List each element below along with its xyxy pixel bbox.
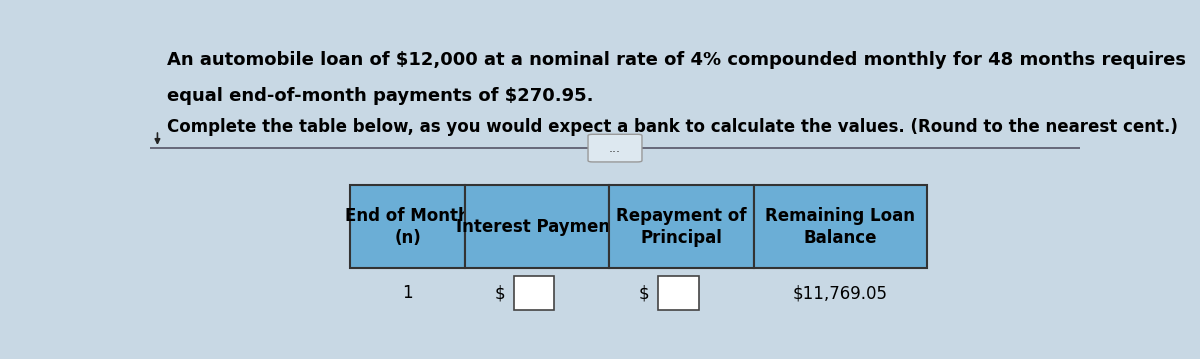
Text: Principal: Principal [641, 229, 722, 247]
Text: Interest Payment: Interest Payment [456, 218, 618, 236]
Bar [610, 186, 754, 269]
Bar [350, 186, 466, 269]
Bar [754, 269, 926, 318]
Bar [466, 186, 610, 269]
Text: Repayment of: Repayment of [617, 207, 746, 225]
Bar [466, 269, 610, 318]
FancyBboxPatch shape [588, 134, 642, 162]
Text: 1: 1 [402, 284, 413, 302]
Bar [514, 276, 554, 310]
Text: End of Month: End of Month [346, 207, 470, 225]
Text: $: $ [638, 284, 649, 302]
Text: An automobile loan of $12,000 at a nominal rate of 4% compounded monthly for 48 : An automobile loan of $12,000 at a nomin… [167, 51, 1186, 69]
Text: ...: ... [610, 141, 622, 155]
Bar [610, 269, 754, 318]
Text: $11,769.05: $11,769.05 [792, 284, 888, 302]
Bar [659, 276, 698, 310]
Text: (n): (n) [395, 229, 421, 247]
Text: equal end-of-month payments of $270.95.: equal end-of-month payments of $270.95. [167, 87, 593, 105]
Text: Balance: Balance [803, 229, 877, 247]
Text: $: $ [494, 284, 505, 302]
Text: Remaining Loan: Remaining Loan [766, 207, 916, 225]
Bar [350, 269, 466, 318]
Text: Complete the table below, as you would expect a bank to calculate the values. (R: Complete the table below, as you would e… [167, 118, 1177, 136]
Bar [754, 186, 926, 269]
